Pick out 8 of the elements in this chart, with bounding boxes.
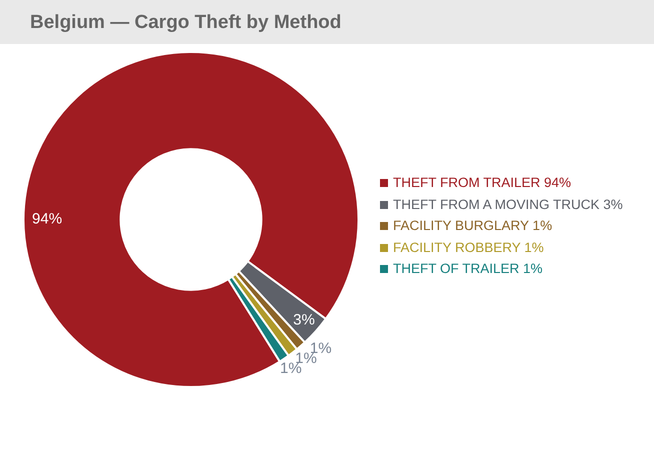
legend-label: THEFT FROM A MOVING TRUCK 3% xyxy=(393,196,623,212)
legend-label: THEFT OF TRAILER 1% xyxy=(393,261,543,276)
data-label: 94% xyxy=(32,210,62,228)
legend-label: THEFT FROM TRAILER 94% xyxy=(393,175,572,190)
legend-label: FACILITY ROBBERY 1% xyxy=(393,240,544,254)
chart-title: Belgium — Cargo Theft by Method xyxy=(30,12,342,34)
legend-label: FACILITY BURGLARY 1% xyxy=(393,218,552,233)
data-label: 3% xyxy=(293,312,315,329)
